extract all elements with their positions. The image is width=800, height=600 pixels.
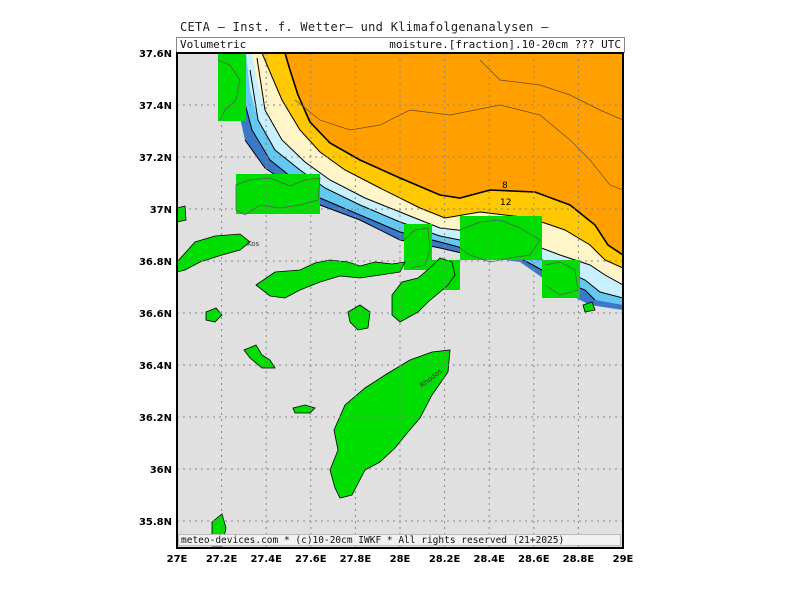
contour-line — [261, 53, 623, 269]
x-tick-label: 28.4E — [473, 554, 505, 565]
islet — [582, 301, 596, 313]
coastline — [459, 219, 541, 263]
land-shapes — [177, 205, 596, 547]
x-tick-label: 27.4E — [250, 554, 282, 565]
y-tick-label: 36.4N — [139, 361, 172, 372]
x-tick-label: 28.6E — [518, 554, 550, 565]
y-tick-label: 35.8N — [139, 517, 172, 528]
island-alimia — [292, 404, 316, 414]
island-chalki — [243, 344, 276, 369]
y-tick-label: 37.4N — [139, 101, 172, 112]
contour-label-8: 8 — [502, 181, 508, 191]
contour-lines — [243, 53, 623, 301]
graticule — [177, 53, 623, 548]
land-mask-block — [460, 216, 542, 260]
y-tick-label: 36.6N — [139, 309, 172, 320]
island-nisyros — [205, 307, 223, 323]
coast-turkey — [391, 257, 456, 323]
y-tick-label: 37.6N — [139, 49, 172, 60]
land-mask-block — [236, 174, 320, 214]
chart-title: CETA — Inst. f. Wetter— und Klimafolgena… — [180, 20, 549, 34]
contour-line — [256, 57, 623, 286]
map-layer — [177, 53, 623, 548]
coastline — [217, 59, 241, 121]
y-tick-label: 37N — [150, 205, 172, 216]
island-rhodes — [329, 349, 451, 499]
coastline-outlines — [217, 59, 579, 296]
x-tick-label: 28E — [390, 554, 411, 565]
x-tick-label: 27.2E — [206, 554, 238, 565]
contour-line — [244, 139, 471, 256]
y-tick-label: 37.2N — [139, 153, 172, 164]
copyright-footer: meteo-devices.com * (c)10-20cm IWKF * Al… — [178, 534, 621, 546]
x-tick-label: 27E — [167, 554, 188, 565]
axis-ticks: 27E 27.2E 27.4E 27.6E 27.8E 28E 28.2E 28.4E 28.6… — [139, 49, 634, 565]
y-tick-label: 36.2N — [139, 413, 172, 424]
x-tick-label: 29E — [613, 554, 634, 565]
x-tick-label: 28.2E — [429, 554, 461, 565]
coastline — [544, 261, 579, 296]
x-tick-label: 27.6E — [295, 554, 327, 565]
land-mask-block — [218, 53, 246, 121]
y-tick-label: 36N — [150, 465, 172, 476]
place-label-kos: Kos — [247, 240, 260, 248]
island-tilos — [255, 259, 406, 299]
land-mask-block — [404, 224, 432, 270]
x-tick-label: 27.8E — [340, 554, 372, 565]
x-tick-label: 28.8E — [563, 554, 595, 565]
island-symi — [347, 304, 371, 331]
land-mask-block — [542, 260, 580, 298]
plot-frame — [176, 52, 624, 549]
island-kalymnos — [177, 205, 187, 223]
coastline — [235, 177, 321, 216]
border-line — [479, 59, 623, 121]
coastline — [403, 227, 431, 269]
variable-label: Volumetric — [180, 38, 247, 51]
variable-units-label: moisture.[fraction].10-20cm ??? UTC — [389, 38, 621, 51]
contour-line — [284, 53, 623, 256]
island-kos — [177, 233, 251, 273]
border-line — [294, 99, 623, 191]
contour-label-12: 12 — [500, 198, 511, 208]
y-tick-label: 36.8N — [139, 257, 172, 268]
moisture-band-orange — [285, 53, 623, 255]
